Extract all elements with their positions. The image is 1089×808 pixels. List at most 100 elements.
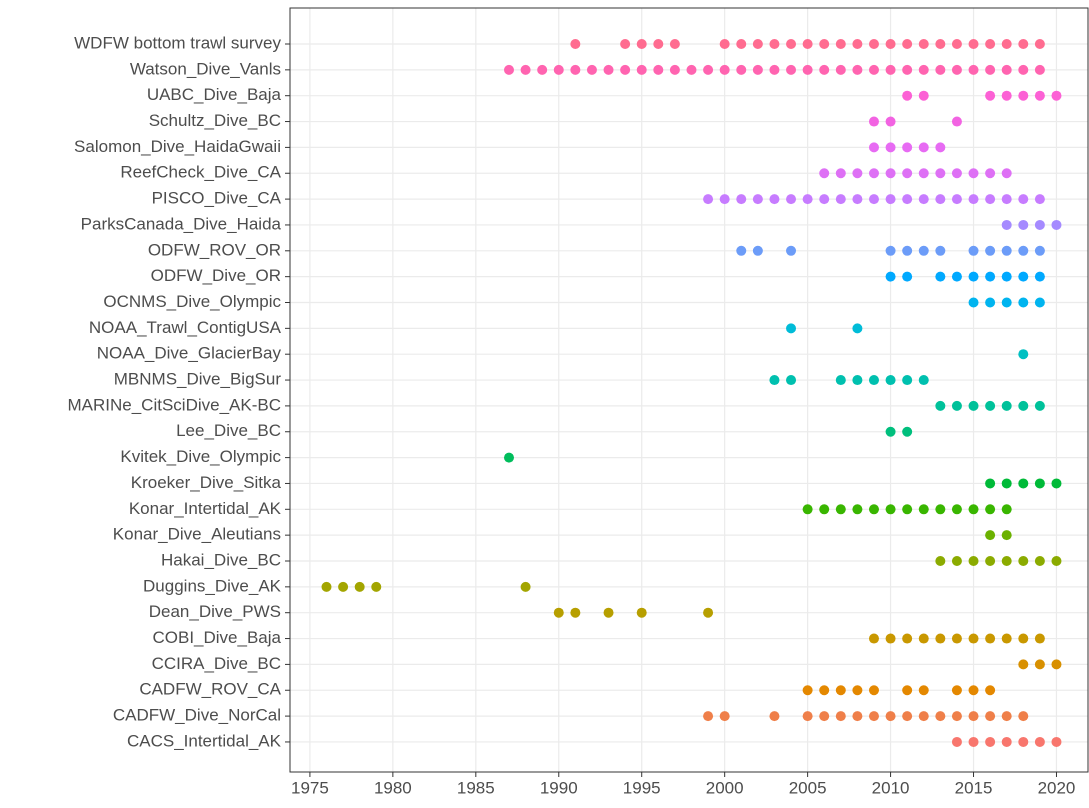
dot [885, 245, 896, 256]
dot [1001, 633, 1012, 644]
dot [354, 581, 365, 592]
x-tick-label: 2005 [789, 778, 827, 797]
dot [968, 245, 979, 256]
dot [835, 711, 846, 722]
dot [985, 39, 996, 49]
dot [703, 711, 714, 722]
dot [951, 271, 962, 282]
dot [918, 685, 929, 696]
y-tick-label: WDFW bottom trawl survey [74, 33, 281, 52]
dot [951, 400, 962, 411]
dot [968, 297, 979, 308]
y-tick-label: CACS_Intertidal_AK [127, 731, 282, 750]
dot [1034, 39, 1045, 49]
dot [968, 633, 979, 644]
y-tick-label: ParksCanada_Dive_Haida [81, 214, 282, 233]
dot [902, 90, 913, 101]
dot [835, 39, 846, 49]
dot [935, 168, 946, 179]
x-tick-label: 1975 [291, 778, 329, 797]
dot [1001, 478, 1012, 489]
x-tick-label: 1985 [457, 778, 495, 797]
dot [902, 168, 913, 179]
dot [1034, 659, 1045, 670]
y-tick-label: PISCO_Dive_CA [152, 189, 282, 208]
dot [736, 64, 747, 75]
dot [503, 64, 514, 75]
y-tick-label: OCNMS_Dive_Olympic [103, 292, 281, 311]
dot [835, 194, 846, 205]
dot [885, 375, 896, 386]
dot [603, 64, 614, 75]
dot [736, 194, 747, 205]
dot [985, 194, 996, 205]
dot [1001, 168, 1012, 179]
y-tick-label: CADFW_Dive_NorCal [113, 706, 281, 725]
dot [885, 271, 896, 282]
dot [1001, 530, 1012, 541]
dot [985, 400, 996, 411]
dot [918, 633, 929, 644]
dot [852, 375, 863, 386]
dot [985, 530, 996, 541]
y-tick-label: Lee_Dive_BC [176, 421, 281, 440]
y-tick-label: Kroeker_Dive_Sitka [131, 473, 282, 492]
dot [1018, 556, 1029, 566]
dot [902, 271, 913, 282]
dot [935, 400, 946, 411]
dot [902, 64, 913, 75]
dot [786, 39, 797, 49]
dot [885, 116, 896, 127]
dot [935, 194, 946, 205]
dot [852, 194, 863, 205]
dot [951, 736, 962, 747]
y-tick-label: COBI_Dive_Baja [152, 628, 281, 647]
dot [1018, 194, 1029, 205]
x-tick-label: 2010 [872, 778, 910, 797]
dot [802, 39, 813, 49]
dot [868, 194, 879, 205]
dot [951, 116, 962, 127]
dot [819, 39, 830, 49]
dot [802, 504, 813, 515]
dot [719, 39, 730, 49]
dot [835, 685, 846, 696]
dot [902, 194, 913, 205]
dot [852, 323, 863, 334]
dot [1001, 297, 1012, 308]
plot-border [289, 7, 1089, 773]
dot [520, 64, 531, 75]
dot [935, 556, 946, 566]
dot [719, 64, 730, 75]
dot [902, 375, 913, 386]
y-tick-label: CADFW_ROV_CA [139, 680, 281, 699]
dot [968, 711, 979, 722]
y-tick-label: NOAA_Trawl_ContigUSA [89, 318, 282, 337]
dot [968, 168, 979, 179]
dot [868, 168, 879, 179]
dot [968, 736, 979, 747]
dot [1018, 90, 1029, 101]
dot [603, 607, 614, 618]
dot [769, 375, 780, 386]
dot [1034, 633, 1045, 644]
dot [719, 711, 730, 722]
dot [321, 581, 332, 592]
dot [570, 39, 581, 49]
dot [918, 90, 929, 101]
dot [951, 633, 962, 644]
dot [1001, 271, 1012, 282]
dot [868, 685, 879, 696]
dot [636, 39, 647, 49]
dot [736, 245, 747, 256]
dot [968, 556, 979, 566]
x-tick-label: 2020 [1038, 778, 1076, 797]
y-tick-label: MARINe_CitSciDive_AK-BC [68, 395, 282, 414]
dot [653, 64, 664, 75]
y-tick-label: Kvitek_Dive_Olympic [120, 447, 281, 466]
dot [985, 685, 996, 696]
dot [1018, 245, 1029, 256]
dot [902, 685, 913, 696]
dot [703, 64, 714, 75]
dot [985, 271, 996, 282]
